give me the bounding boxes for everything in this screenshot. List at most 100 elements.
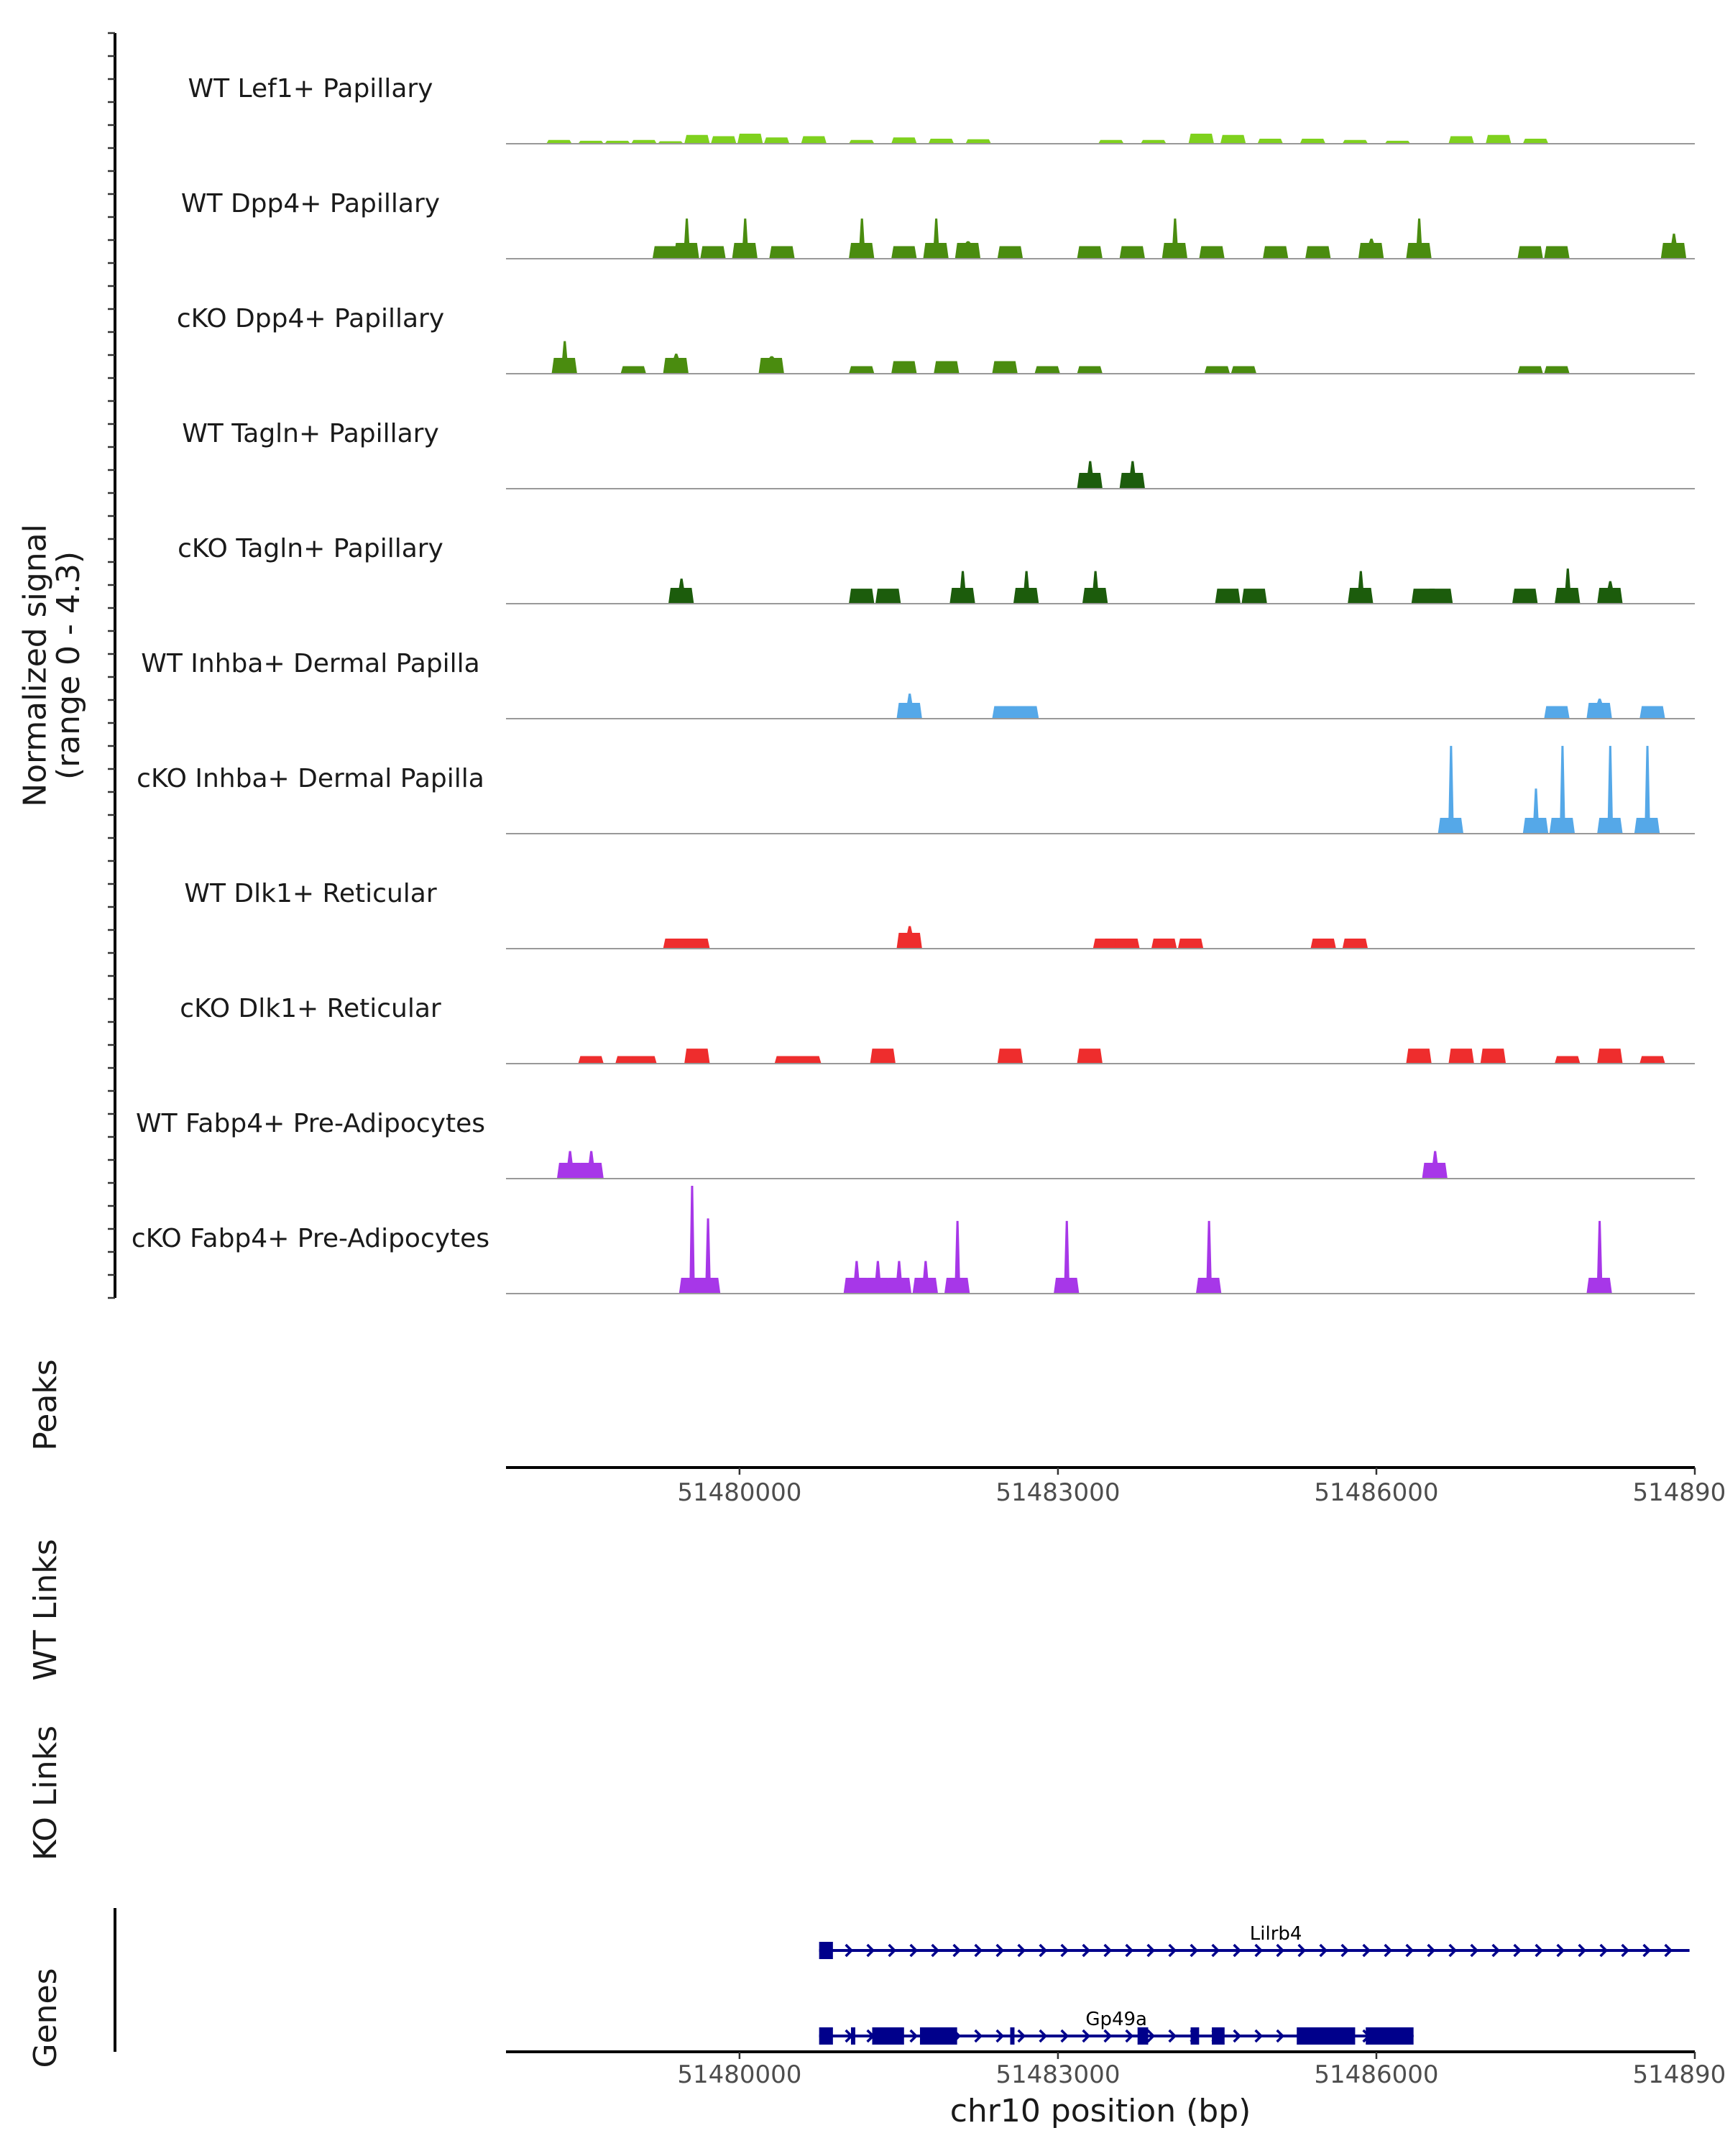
coverage-peak	[1549, 745, 1576, 834]
coverage-peak	[1522, 788, 1549, 834]
coverage-peak	[1257, 139, 1284, 144]
strand-arrow	[931, 1943, 940, 1958]
track-label: WT Dpp4+ Papillary	[181, 189, 440, 218]
coverage-peak	[663, 354, 689, 374]
strand-arrow	[995, 2029, 1005, 2043]
strand-arrow	[1513, 1943, 1522, 1958]
coverage-peak	[1342, 939, 1368, 949]
strand-arrow	[1384, 1943, 1393, 1958]
strand-arrow	[1146, 1943, 1156, 1958]
coverage-peak	[1555, 1056, 1581, 1064]
coverage-peak	[1342, 139, 1368, 144]
exon	[919, 2027, 957, 2045]
strand-arrow	[1470, 1943, 1479, 1958]
exon	[850, 2027, 855, 2045]
strand-arrow	[1491, 1943, 1501, 1958]
coverage-peak	[1077, 366, 1103, 374]
coverage-peak	[1358, 239, 1384, 259]
coverage-peak	[1034, 366, 1060, 374]
coverage-peak	[1517, 246, 1543, 259]
links-panels: WT Links KO Links	[27, 1539, 64, 1861]
coverage-peak	[891, 137, 917, 144]
exon	[1297, 2027, 1356, 2045]
coverage-peak	[997, 1049, 1024, 1064]
coverage-peak	[896, 694, 922, 719]
strand-arrow	[995, 1943, 1005, 1958]
coverage-peak	[1204, 366, 1230, 374]
coverage-peak	[949, 571, 975, 604]
exon	[1010, 2027, 1015, 2045]
strand-arrow	[1405, 1943, 1414, 1958]
coverage-peak	[652, 246, 678, 259]
coverage-track: WT Inhba+ Dermal Papilla	[141, 649, 1695, 719]
ko-links-label: KO Links	[27, 1726, 64, 1861]
strand-arrow	[1448, 1943, 1458, 1958]
track-label: cKO Tagln+ Papillary	[178, 534, 443, 563]
strand-arrow	[1297, 1943, 1307, 1958]
coverage-peak	[944, 1220, 970, 1294]
genes-panel: Genes Lilrb4 Gp49a 51480000 51483000 51486000…	[27, 1908, 1725, 2129]
coverage-peak	[954, 241, 981, 259]
exon	[872, 2027, 904, 2045]
coverage-peak	[678, 1186, 705, 1294]
strand-arrow	[1039, 2029, 1048, 2043]
strand-arrow	[1233, 1943, 1242, 1958]
coverage-peak	[934, 361, 960, 374]
coverage-peak	[1119, 246, 1146, 259]
coverage-peak	[1438, 745, 1464, 834]
coverage-peak	[886, 1261, 912, 1294]
y-axis-title: Normalized signal(range 0 - 4.3)	[17, 524, 87, 807]
coverage-peak	[1310, 939, 1336, 949]
coverage-peak	[1448, 1049, 1474, 1064]
coverage-peak	[1448, 136, 1474, 144]
x-tick-label: 51483000	[995, 1478, 1120, 1507]
coverage-peak	[1092, 939, 1119, 949]
strand-arrow	[1556, 1943, 1565, 1958]
strand-arrow	[1362, 1943, 1371, 1958]
exon	[819, 1942, 833, 1959]
coverage-peak	[965, 139, 991, 144]
track-label: cKO Dpp4+ Papillary	[177, 304, 444, 333]
coverage-peak	[1162, 218, 1188, 259]
coverage-peak	[891, 361, 917, 374]
coverage-peak	[1141, 139, 1167, 144]
track-label: WT Inhba+ Dermal Papilla	[141, 649, 479, 678]
coverage-peak	[1230, 366, 1257, 374]
strand-arrow	[1599, 1943, 1609, 1958]
track-label: cKO Inhba+ Dermal Papilla	[137, 764, 484, 793]
coverage-peak	[694, 1218, 721, 1294]
coverage-peak	[1119, 461, 1146, 489]
coverage-peak	[1262, 246, 1289, 259]
exon	[1212, 2027, 1225, 2045]
coverage-peak	[769, 246, 795, 259]
coverage-peak	[896, 926, 922, 949]
coverage-peak	[849, 366, 875, 374]
coverage-track: WT Dpp4+ Papillary	[181, 189, 1695, 259]
strand-arrow	[909, 1943, 919, 1958]
coverage-peak	[1522, 139, 1549, 144]
coverage-peak	[711, 136, 737, 144]
track-label: cKO Fabp4+ Pre-Adipocytes	[132, 1224, 489, 1253]
strand-arrow	[1168, 2029, 1177, 2043]
coverage-track: cKO Dlk1+ Reticular	[180, 994, 1695, 1064]
coverage-peak	[1406, 1049, 1432, 1064]
strand-arrow	[909, 2029, 919, 2043]
strand-arrow	[1276, 2029, 1285, 2043]
coverage-peak	[1195, 1220, 1222, 1294]
coverage-peak	[849, 139, 875, 144]
coverage-peak	[546, 139, 572, 144]
coverage-peak	[1241, 589, 1267, 604]
peaks-panel: Peaks 51480000 51483000 51486000 51489000	[27, 1359, 1725, 1507]
coverage-track: WT Dlk1+ Reticular	[184, 879, 1695, 949]
coverage-peak	[1597, 1049, 1623, 1064]
coverage-peak	[737, 134, 763, 144]
strand-arrow	[1017, 1943, 1026, 1958]
coverage-peak	[1013, 706, 1039, 719]
strand-arrow	[1060, 2029, 1070, 2043]
strand-arrow	[1017, 2029, 1026, 2043]
coverage-peak	[843, 1261, 870, 1294]
coverage-peak	[1486, 134, 1512, 144]
coverage-peak	[1422, 1151, 1448, 1179]
strand-arrow	[1146, 2029, 1156, 2043]
